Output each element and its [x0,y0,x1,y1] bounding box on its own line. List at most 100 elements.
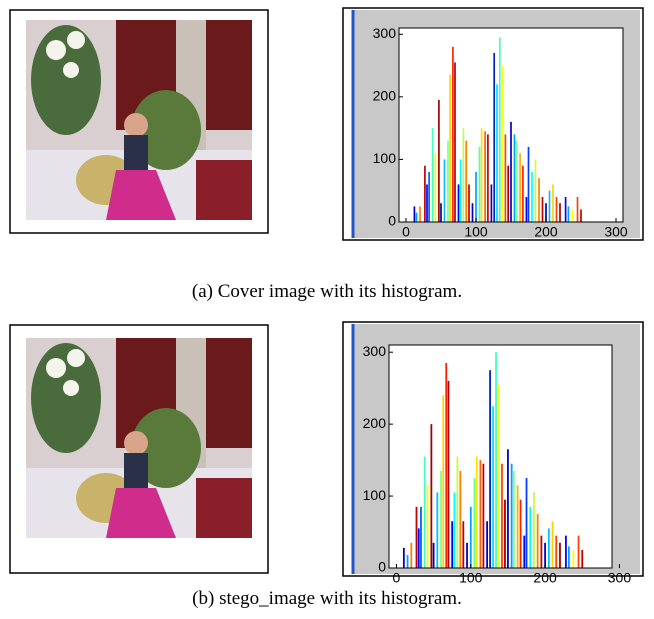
bar [523,536,525,568]
bar [507,449,509,568]
bar [476,457,478,569]
bar [559,203,561,222]
bar [565,197,567,222]
bar [517,485,519,568]
bar [577,197,579,222]
bar [486,521,488,568]
bar [568,206,570,222]
bar [456,457,458,569]
bar [542,197,544,222]
bar [470,507,472,568]
bar [465,141,467,222]
bar [572,209,574,222]
bar [580,209,582,222]
bar [496,84,498,222]
bar [510,122,512,222]
bar [531,172,533,222]
bar [475,172,477,222]
bar [483,464,485,568]
y-tick-label: 100 [363,487,387,503]
bar [480,460,482,568]
bar [572,550,574,568]
bar [435,153,437,222]
plot-area [389,345,612,568]
bar [463,128,465,222]
bar [492,406,494,568]
bar [426,184,428,222]
x-tick-label: 200 [534,224,558,240]
bar [555,536,557,568]
bar [479,147,481,222]
bar [526,478,528,568]
caption: (b) stego_image with its histogram. [192,588,462,609]
bar [491,184,493,222]
bar [501,464,503,568]
bar [513,471,515,568]
bar [548,528,550,568]
bar [458,184,460,222]
x-tick-label: 300 [604,224,628,240]
bar [416,213,418,222]
bar [454,492,456,568]
bar [519,153,521,222]
bar [528,147,530,222]
y-tick-label: 200 [373,88,397,104]
caption: (a) Cover image with its histogram. [192,281,462,302]
bar [556,197,558,222]
bar [444,159,446,222]
bar [538,178,540,222]
bar [440,471,442,568]
page: (a) Cover image with its histogram. (b) … [0,0,654,619]
bar [495,352,497,568]
x-tick-label: 100 [459,570,483,586]
bar [537,514,539,568]
bar [442,395,444,568]
bar [505,134,507,222]
bar [493,53,495,222]
bar [516,141,518,222]
bar [436,492,438,568]
bar [540,536,542,568]
bar [507,166,509,222]
x-tick-label: 200 [533,570,557,586]
bar [472,203,474,222]
figure: (a) Cover image with its histogram. (b) … [0,0,654,614]
cover-photo [26,20,252,220]
bar [430,424,432,568]
bar [449,75,451,222]
bar [452,47,454,222]
bar [466,543,468,568]
bar [459,471,461,568]
bar [504,500,506,568]
bar [416,507,418,568]
bar [568,546,570,568]
bar [433,543,435,568]
bar [578,536,580,568]
x-tick-label: 300 [608,570,632,586]
bar [468,184,470,222]
y-tick-label: 0 [388,213,396,229]
bar [410,543,412,568]
bar [414,206,416,222]
bar [428,172,430,222]
bar [549,191,551,222]
bar [419,206,421,222]
bar [481,128,483,222]
bar [420,507,422,568]
bar [445,363,447,568]
bar [529,507,531,568]
bar [526,197,528,222]
bar [462,521,464,568]
bar [511,464,513,568]
bar [498,385,500,568]
x-tick-label: 0 [402,224,410,240]
bar [489,370,491,568]
bar [448,381,450,568]
stego-photo [26,338,252,538]
bar [581,550,583,568]
y-tick-label: 0 [378,559,386,575]
bar [438,100,440,222]
bar [460,159,462,222]
bar [565,536,567,568]
